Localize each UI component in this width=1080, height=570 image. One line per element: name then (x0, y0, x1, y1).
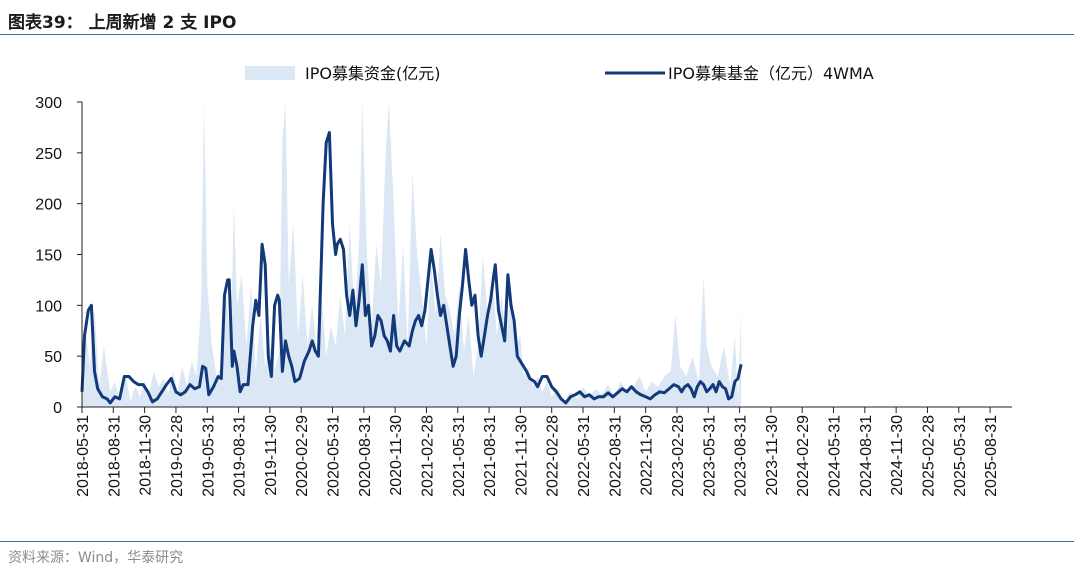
x-tick-label: 2020-02-29 (294, 415, 311, 497)
title-rule (0, 34, 1074, 35)
x-tick-label: 2019-02-28 (169, 415, 186, 497)
x-tick-label: 2018-11-30 (138, 415, 155, 496)
y-tick-label: 50 (44, 349, 62, 366)
y-tick-label: 0 (53, 400, 62, 417)
x-tick-label: 2018-05-31 (75, 415, 92, 497)
chart-legend: IPO募集资金(亿元) IPO募集基金（亿元）4WMA (245, 64, 874, 83)
plot-area (80, 102, 743, 407)
x-tick-label: 2022-08-31 (607, 415, 624, 497)
y-tick-label: 150 (35, 248, 62, 265)
x-tick-label: 2021-02-28 (419, 415, 436, 497)
x-tick-label: 2022-05-31 (576, 415, 593, 497)
x-tick-label: 2022-11-30 (639, 415, 656, 496)
x-tick-label: 2019-08-31 (232, 415, 249, 497)
legend-swatch-area (245, 66, 295, 80)
x-tick-label: 2024-02-29 (795, 415, 812, 497)
ipo-fund-chart: IPO募集资金(亿元) IPO募集基金（亿元）4WMA 0 50 100 150 200… (35, 64, 1012, 497)
y-tick-label: 300 (35, 95, 62, 112)
x-tick-label: 2023-11-30 (764, 415, 781, 496)
x-tick-label: 2025-02-28 (920, 415, 937, 497)
x-tick-label: 2023-08-31 (733, 415, 750, 497)
x-tick-label: 2023-02-28 (670, 415, 687, 497)
source-note: 资料来源：Wind，华泰研究 (8, 550, 184, 566)
ipo-fund-4wma-line (80, 131, 743, 405)
y-tick-label: 250 (35, 146, 62, 163)
x-tick-label: 2021-05-31 (451, 415, 468, 497)
footer-rule (0, 541, 1074, 542)
x-tick-label: 2021-11-30 (513, 415, 530, 496)
x-axis: 2018-05-31 2018-08-31 2018-11-30 2019-02-28… (75, 406, 1012, 497)
x-tick-label: 2019-05-31 (200, 415, 217, 497)
x-tick-label: 2024-05-31 (827, 415, 844, 497)
x-tick-label: 2025-05-31 (952, 415, 969, 497)
x-tick-label: 2019-11-30 (263, 415, 280, 496)
y-tick-label: 200 (35, 197, 62, 214)
y-axis: 0 50 100 150 200 250 300 (35, 95, 83, 417)
x-tick-label: 2021-08-31 (482, 415, 499, 497)
x-tick-label: 2018-08-31 (106, 415, 123, 497)
figure-title: 图表39： 上周新增 2 支 IPO (8, 13, 237, 33)
x-tick-label: 2024-11-30 (889, 415, 906, 496)
x-tick-label: 2025-08-31 (983, 415, 1000, 497)
x-tick-label: 2020-08-31 (357, 415, 374, 497)
ipo-fund-area (82, 102, 742, 407)
y-tick-label: 100 (35, 298, 62, 315)
x-tick-label: 2020-05-31 (326, 415, 343, 497)
legend-label-line: IPO募集基金（亿元）4WMA (668, 64, 874, 83)
x-tick-label: 2020-11-30 (388, 415, 405, 496)
x-tick-label: 2022-02-28 (545, 415, 562, 497)
x-tick-label: 2023-05-31 (701, 415, 718, 497)
legend-label-area: IPO募集资金(亿元) (305, 64, 440, 83)
x-tick-label: 2024-08-31 (858, 415, 875, 497)
